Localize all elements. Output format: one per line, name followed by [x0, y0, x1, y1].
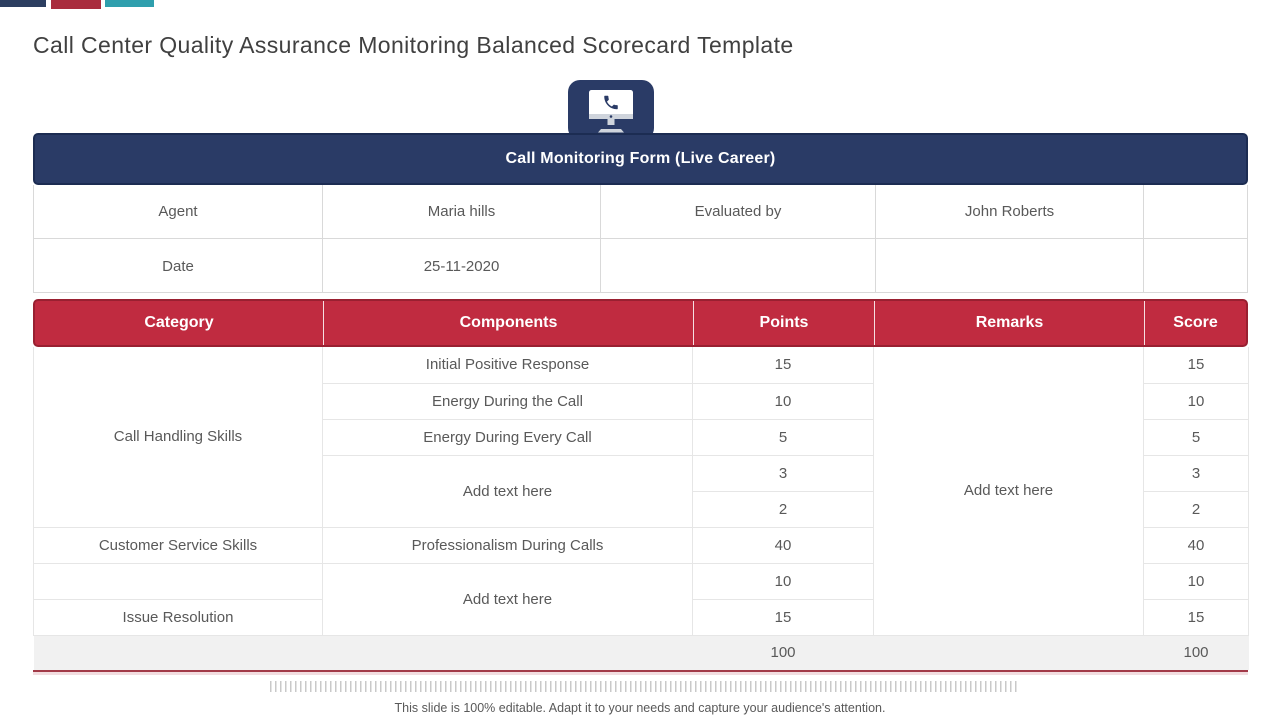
total-empty-cell — [322, 634, 693, 670]
component-cell: Energy During Every Call — [322, 418, 693, 456]
points-cell: 15 — [692, 347, 874, 384]
score-cell: 15 — [1143, 347, 1249, 384]
scorecard-table: Call Handling Skills Initial Positive Re… — [33, 347, 1249, 672]
accent-bar-navy — [0, 0, 46, 7]
form-header-title: Call Monitoring Form (Live Career) — [505, 150, 776, 167]
agent-label: Agent — [34, 185, 323, 239]
column-header-components: Components — [324, 301, 694, 345]
column-header-points: Points — [694, 301, 875, 345]
points-cell: 40 — [692, 526, 874, 564]
total-score-cell: 100 — [1143, 634, 1249, 670]
points-cell: 10 — [692, 382, 874, 420]
table-row: Add text here 10 10 — [33, 562, 1249, 636]
score-cell: 15 — [1143, 598, 1249, 636]
info-empty-cell — [1144, 239, 1247, 293]
form-header-bar: Call Monitoring Form (Live Career) — [33, 133, 1248, 185]
component-cell: Initial Positive Response — [322, 347, 693, 384]
total-row: 100 100 — [33, 634, 1249, 670]
points-cell: 5 — [692, 418, 874, 456]
points-cell: 15 — [692, 598, 874, 636]
category-cell — [33, 562, 323, 600]
component-cell: Professionalism During Calls — [322, 526, 693, 564]
accent-bar-red — [51, 0, 101, 9]
score-cell: 10 — [1143, 562, 1249, 600]
score-cell: 5 — [1143, 418, 1249, 456]
remarks-cell: Add text here — [873, 347, 1144, 636]
points-cell: 10 — [692, 562, 874, 600]
table-row: Call Handling Skills Initial Positive Re… — [33, 347, 1249, 636]
score-cell: 2 — [1143, 490, 1249, 528]
column-header-category: Category — [35, 301, 324, 345]
category-cell: Customer Service Skills — [33, 526, 323, 564]
component-cell: Energy During the Call — [322, 382, 693, 420]
table-row: Energy During the Call 10 10 — [34, 382, 1249, 420]
info-empty-cell — [601, 239, 876, 293]
call-info-table: Agent Maria hills Evaluated by John Robe… — [33, 185, 1248, 293]
total-empty-cell — [33, 634, 323, 670]
category-cell: Call Handling Skills — [33, 347, 323, 528]
category-cell: Issue Resolution — [33, 598, 323, 636]
table-row: 2 2 — [34, 490, 1249, 528]
total-empty-cell — [873, 634, 1144, 670]
component-cell: Add text here — [322, 562, 693, 636]
info-empty-cell — [876, 239, 1144, 293]
total-points-cell: 100 — [692, 634, 874, 670]
column-header-score: Score — [1173, 314, 1218, 331]
footer-note: This slide is 100% editable. Adapt it to… — [394, 701, 886, 715]
column-header-remarks: Remarks — [875, 301, 1145, 345]
score-cell: 40 — [1143, 526, 1249, 564]
evaluated-by-value: John Roberts — [876, 185, 1144, 239]
page-title: Call Center Quality Assurance Monitoring… — [33, 32, 794, 58]
tick-pattern-divider — [270, 681, 1020, 692]
score-cell: 10 — [1143, 382, 1249, 420]
scorecard-header-row: Category Components Points Remarks Score — [33, 299, 1248, 347]
table-row: Energy During Every Call 5 5 — [34, 418, 1249, 456]
score-cell: 3 — [1143, 454, 1249, 492]
info-empty-cell — [1144, 185, 1247, 239]
table-row: Customer Service Skills Professionalism … — [33, 526, 1249, 564]
date-label: Date — [34, 239, 323, 293]
evaluated-by-label: Evaluated by — [601, 185, 876, 239]
monitor-phone-icon — [568, 80, 654, 140]
accent-bar-teal — [105, 0, 154, 7]
agent-value: Maria hills — [323, 185, 601, 239]
table-row: Add text here 3 3 — [34, 454, 1249, 528]
component-cell: Add text here — [322, 454, 693, 528]
points-cell: 2 — [692, 490, 874, 528]
date-value: 25-11-2020 — [323, 239, 601, 293]
points-cell: 3 — [692, 454, 874, 492]
